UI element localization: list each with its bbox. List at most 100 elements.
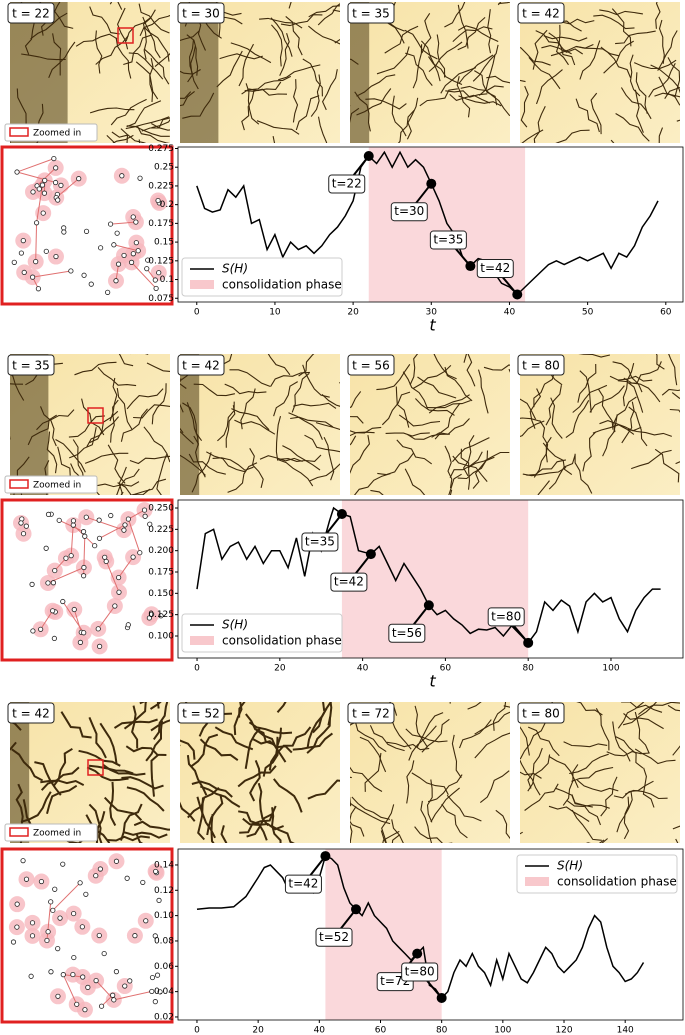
crack [238,702,246,718]
crack [191,452,212,493]
network-node [153,285,159,292]
crack [102,763,146,776]
crack [576,779,619,792]
legend-label: consolidation phase [222,634,342,648]
y-tick-label: 0.10 [154,911,174,921]
crack [427,774,463,803]
crack [256,120,300,135]
x-tick-label: 80 [436,1026,448,1035]
network-node [101,950,107,957]
y-tick-label: 0.25 [154,163,174,173]
crack-image [520,354,680,495]
plot-frame [177,848,684,1021]
annotation-point [351,904,362,915]
image-bg [520,2,680,143]
crack [89,6,120,35]
crack [68,427,97,459]
crack [118,354,134,367]
crack [27,414,57,446]
crack [116,388,133,430]
crack [350,107,360,123]
image-label: t = 80 [517,702,565,724]
image-label: t = 42 [517,2,565,24]
network-edge [16,171,56,184]
network-node [77,639,83,645]
network-node [114,230,120,236]
network-node [110,992,116,998]
crack-pattern [350,702,510,843]
crack [444,2,466,28]
crack [466,354,476,387]
crack [369,725,405,752]
network-node [20,531,27,537]
crack [658,127,664,143]
crack [463,354,468,363]
crack [600,776,618,817]
network-edge [118,556,134,578]
network-node [96,932,102,939]
network-node [11,259,17,265]
crack [602,414,618,457]
crack [498,2,510,5]
network-node [152,933,158,939]
crack [244,88,288,96]
crack [86,416,120,448]
network-node [81,564,87,571]
network-node [50,907,56,913]
crack [141,117,170,132]
crack [295,95,320,131]
crack [483,364,510,371]
crack [621,702,663,713]
y-tick-label: 0.100 [148,631,174,641]
network-node [14,901,20,907]
annotation-label: t=35 [305,534,335,548]
crack [655,2,661,29]
crack [186,34,199,76]
legend-shade-key [525,877,549,886]
crack [474,711,510,735]
crack [409,354,419,386]
crack [359,736,387,773]
crack [36,409,75,431]
crack [550,43,594,57]
network-node [113,858,120,864]
image-label: t = 80 [517,354,565,376]
crack [126,388,164,410]
crack [149,702,162,710]
crack [60,711,92,739]
network-node [142,513,148,519]
crack [398,414,441,427]
crack [255,729,287,763]
network-node [80,974,86,980]
crack [350,802,391,825]
crack [180,403,184,413]
network-node [56,517,62,523]
crack [322,702,326,712]
crack [15,783,24,826]
crack [533,370,556,408]
crack [615,113,650,142]
crack [273,778,303,813]
crack [613,396,637,433]
annotation-point [363,150,374,161]
network-node [121,252,127,259]
crack [131,705,139,749]
crack [537,480,550,495]
crack [574,453,593,494]
crack [68,415,105,438]
crack [302,58,323,97]
crack [612,361,643,393]
label-box [7,354,55,376]
crack [180,91,192,99]
crack [240,388,256,430]
crack [10,435,11,440]
crack [293,402,337,409]
crack [609,375,653,382]
crack [154,52,170,68]
annotation-box [401,962,439,982]
crack [350,416,364,424]
crack [623,712,664,730]
annotation-point [465,261,476,272]
network-node [51,635,57,642]
x-tick-label: 30 [426,308,438,318]
